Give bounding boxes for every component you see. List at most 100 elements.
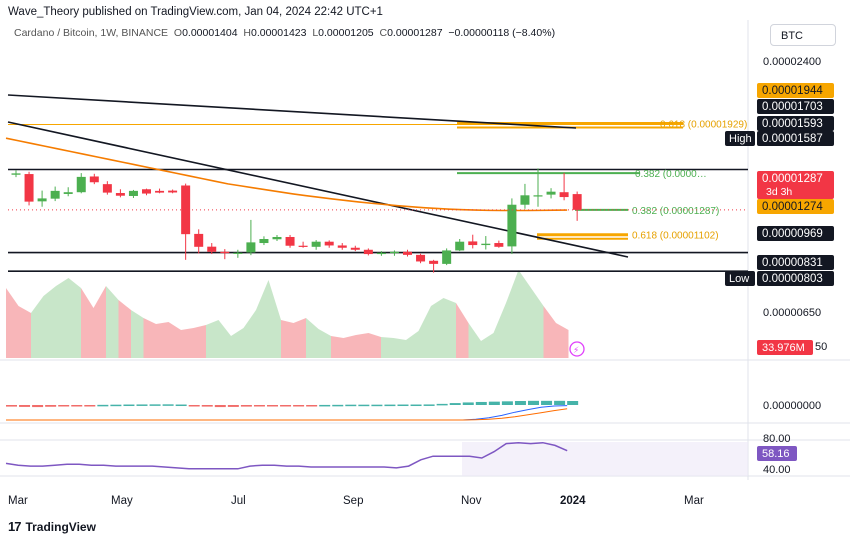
- candle-body: [455, 241, 465, 251]
- open-value: 0.00001404: [182, 27, 238, 39]
- macd-histogram-bar: [71, 405, 83, 407]
- candle-body: [416, 254, 426, 262]
- candle-body: [246, 242, 256, 253]
- candle-body: [429, 260, 439, 264]
- price-tag: [757, 83, 834, 98]
- candle-body: [442, 250, 452, 264]
- volume-area: [106, 286, 119, 358]
- rsi-band: [462, 442, 748, 476]
- macd-histogram-bar: [201, 405, 213, 407]
- price-tag: [757, 255, 834, 270]
- volume-area: [518, 270, 531, 358]
- volume-area: [356, 333, 369, 358]
- macd-histogram-bar: [149, 404, 161, 406]
- candle-body: [572, 194, 582, 210]
- volume-area: [6, 288, 19, 358]
- candle-body: [207, 246, 217, 252]
- candle-body: [142, 189, 151, 194]
- symbol-name[interactable]: Cardano / Bitcoin, 1W, BINANCE: [14, 27, 169, 39]
- volume-alert-icon: [569, 341, 585, 357]
- macd-histogram-bar: [436, 403, 448, 406]
- time-axis: Mar May Jul Sep Nov 2024 Mar: [8, 495, 704, 507]
- volume-area: [431, 298, 444, 358]
- volume-area: [331, 336, 344, 358]
- macd-histogram-bar: [319, 404, 331, 407]
- volume-area: [418, 306, 431, 358]
- change-value: −0.00000118 (−8.40%): [448, 27, 556, 39]
- macd-histogram-bar: [175, 404, 187, 407]
- time-axis-label: Mar: [8, 495, 28, 507]
- grid: [0, 20, 850, 480]
- volume-area: [281, 320, 294, 358]
- candle-body: [11, 173, 21, 175]
- macd-histogram-bar: [554, 400, 566, 405]
- price-tag: [757, 116, 834, 131]
- macd-histogram-bar: [371, 404, 383, 407]
- volume-area: [493, 303, 506, 358]
- macd-histogram-bar: [449, 403, 461, 405]
- close-value: 0.00001287: [387, 27, 443, 39]
- time-axis-label: Sep: [343, 495, 363, 507]
- price-axis-label: 0.00000650: [763, 307, 821, 319]
- macd-axis-label: 0.00000000: [763, 400, 821, 412]
- candle-body: [102, 184, 112, 193]
- candle-body: [233, 252, 243, 254]
- macd-histogram-bar: [475, 401, 487, 405]
- countdown-text: 3d 3h: [766, 186, 792, 198]
- price-tag: [757, 226, 834, 241]
- candle-body: [128, 190, 138, 196]
- currency-button[interactable]: BTC: [770, 24, 836, 46]
- volume-area: [293, 318, 306, 358]
- macd-histogram-bar: [384, 404, 396, 407]
- macd-histogram-bar: [19, 405, 31, 407]
- volume-area: [93, 286, 106, 358]
- candle-body: [481, 243, 491, 246]
- macd-histogram-bar: [110, 404, 122, 407]
- macd-histogram-bar: [97, 404, 109, 407]
- price-tag: [757, 99, 834, 114]
- candles: [8, 168, 748, 273]
- macd-histogram-bar: [240, 405, 252, 407]
- tradingview-footer[interactable]: 17 TradingView: [8, 519, 96, 534]
- volume-area: [218, 320, 231, 358]
- candle-body: [389, 251, 399, 254]
- price-tag-text: 0.00001274: [762, 201, 823, 213]
- low-value: 0.00001205: [318, 27, 374, 39]
- high-label: H: [243, 27, 251, 39]
- macd-histogram-bar: [32, 405, 44, 408]
- macd-histogram-bar: [123, 404, 135, 407]
- candle-body: [337, 245, 347, 248]
- ohlc-legend: Cardano / Bitcoin, 1W, BINANCE O0.000014…: [14, 27, 555, 39]
- close-label: C: [379, 27, 388, 39]
- candle-body: [350, 247, 360, 250]
- macd-histogram-bar: [227, 405, 239, 407]
- macd-histogram-bar: [267, 405, 278, 407]
- candle-body: [403, 251, 412, 255]
- macd-histogram-bar: [58, 405, 70, 407]
- volume-area: [131, 310, 144, 358]
- price-tag-text: 0.00000831: [762, 257, 823, 269]
- macd-histogram-bar: [488, 401, 500, 405]
- volume-area: [368, 333, 381, 358]
- macd-histogram-bar: [410, 404, 422, 407]
- candle-body: [298, 245, 308, 247]
- volume-area: [231, 328, 244, 358]
- rsi-axis-label: 40.00: [763, 464, 791, 476]
- macd-line: [6, 405, 568, 421]
- macd-histogram-bar: [541, 400, 553, 405]
- volume-area: [206, 320, 219, 358]
- volume-area: [443, 298, 456, 358]
- macd-histogram-bar: [514, 401, 526, 405]
- macd-histogram-bar: [188, 405, 200, 407]
- price-tag-prefix: [725, 131, 755, 146]
- volume-area: [481, 333, 494, 358]
- macd-histogram-bar: [423, 404, 435, 406]
- macd-histogram-bar: [162, 404, 174, 406]
- volume-area: [181, 328, 194, 358]
- macd-histogram-bar: [84, 405, 96, 407]
- volume-area: [81, 288, 94, 358]
- volume-area: [256, 280, 269, 358]
- volume-area: [243, 310, 256, 358]
- volume-pane: ⚡: [6, 270, 585, 358]
